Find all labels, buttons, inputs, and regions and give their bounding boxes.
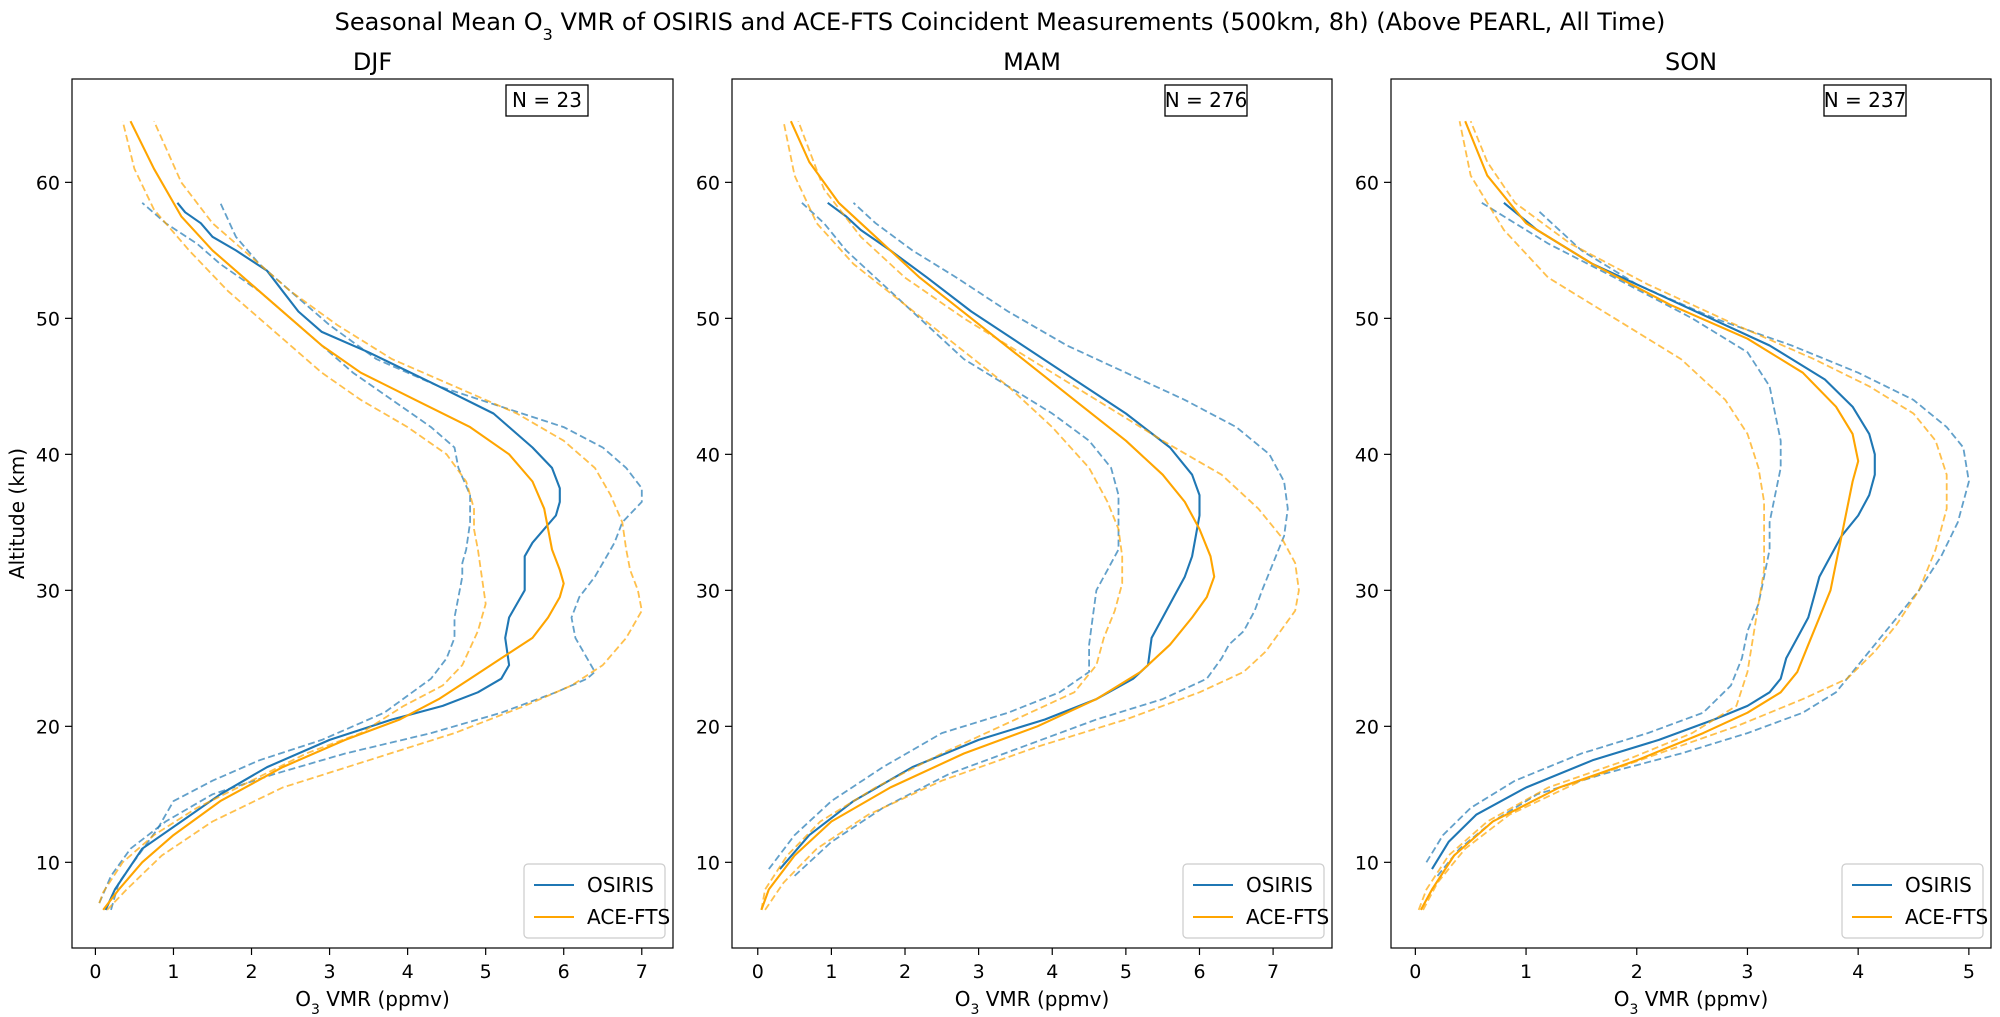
figure-title: Seasonal Mean O3 VMR of OSIRIS and ACE-F…	[335, 8, 1666, 44]
x-tick-label: 3	[973, 961, 985, 983]
x-tick-label: 3	[1741, 961, 1753, 983]
y-tick-label: 50	[36, 308, 60, 330]
x-axis-label-part: O	[955, 987, 971, 1011]
legend-box	[1182, 863, 1325, 939]
panel-mam: 0 1 2 3 4 5 6 7 10 20 30 40 50 60 MAM O3 VMR (ppmv) N = …	[696, 48, 1333, 1017]
series-group	[760, 120, 1300, 911]
sample-count-box	[1823, 84, 1907, 117]
osiris-range-line	[768, 202, 1120, 870]
osiris-mean-line	[779, 201, 1201, 870]
y-tick-label: 50	[1355, 308, 1379, 330]
ace-fts-range-line	[1417, 121, 1765, 911]
y-tick-label: 60	[36, 172, 60, 194]
series-group	[1417, 120, 1970, 911]
y-axis-label: Altitude (km)	[5, 448, 29, 579]
panel-title: DJF	[353, 48, 392, 76]
ace-fts-mean-line	[1419, 120, 1860, 911]
series-group	[98, 120, 643, 911]
x-axis-label-subscript: 3	[1629, 1002, 1638, 1017]
x-tick-label: 4	[402, 961, 414, 983]
axes-frame	[71, 78, 674, 949]
osiris-mean-line	[104, 202, 561, 911]
x-tick-label: 7	[1267, 961, 1279, 983]
x-tick-label: 1	[825, 961, 837, 983]
x-tick-label: 1	[167, 961, 179, 983]
x-tick-label: 5	[480, 961, 492, 983]
osiris-mean-line	[1431, 201, 1876, 870]
y-tick-label: 40	[1355, 444, 1379, 466]
x-tick-label: 0	[752, 961, 764, 983]
y-tick-label: 40	[36, 444, 60, 466]
legend-label: ACE-FTS	[1246, 905, 1329, 929]
osiris-range-line	[1425, 202, 1782, 863]
legend-label: OSIRIS	[587, 873, 654, 897]
legend-label: OSIRIS	[1246, 873, 1313, 897]
x-tick-label: 5	[1120, 961, 1132, 983]
y-tick-label: 20	[1355, 716, 1379, 738]
ace-fts-mean-line	[102, 120, 565, 911]
y-tick-label: 30	[1355, 580, 1379, 602]
ace-fts-range-line	[106, 120, 643, 911]
x-tick-label: 7	[636, 961, 648, 983]
x-axis-label: O3 VMR (ppmv)	[1614, 987, 1769, 1017]
x-tick-label: 0	[89, 961, 101, 983]
x-tick-label: 2	[1631, 961, 1643, 983]
axes-frame	[1390, 78, 1992, 949]
axes-frame	[731, 78, 1333, 949]
x-axis-label-part: O	[1614, 987, 1630, 1011]
panel-djf: 0 1 2 3 4 5 6 7 10 20 30 40 50 60 DJF O3 VMR (ppmv) Alti…	[5, 48, 674, 1017]
x-axis-label: O3 VMR (ppmv)	[295, 987, 450, 1017]
x-tick-label: 2	[899, 961, 911, 983]
panel-title: SON	[1665, 48, 1717, 76]
x-axis-label-part: O	[295, 987, 311, 1011]
x-tick-label: 5	[1963, 961, 1975, 983]
sample-count-box	[1164, 84, 1248, 117]
y-tick-label: 30	[36, 580, 60, 602]
osiris-range-line	[793, 202, 1289, 877]
x-tick-label: 3	[324, 961, 336, 983]
sample-count-label: N = 276	[1165, 88, 1248, 112]
legend-label: ACE-FTS	[587, 905, 670, 929]
ace-fts-range-line	[1422, 120, 1948, 911]
y-tick-label: 50	[696, 308, 720, 330]
y-tick-label: 30	[696, 580, 720, 602]
x-tick-label: 2	[245, 961, 257, 983]
legend-label: OSIRIS	[1905, 873, 1972, 897]
y-tick-label: 10	[36, 852, 60, 874]
osiris-range-line	[98, 202, 643, 904]
legend-box	[1841, 863, 1984, 939]
y-tick-label: 10	[696, 852, 720, 874]
x-tick-label: 0	[1409, 961, 1421, 983]
panel-title: MAM	[1003, 48, 1061, 76]
x-tick-label: 4	[1852, 961, 1864, 983]
y-tick-label: 60	[1355, 172, 1379, 194]
ace-fts-range-line	[760, 121, 1124, 911]
x-tick-label: 1	[1520, 961, 1532, 983]
x-tick-label: 6	[1193, 961, 1205, 983]
ace-fts-mean-line	[760, 120, 1216, 911]
legend-label: ACE-FTS	[1905, 905, 1988, 929]
y-tick-label: 60	[696, 172, 720, 194]
ace-fts-range-line	[764, 120, 1300, 911]
sample-count-label: N = 237	[1824, 88, 1907, 112]
y-tick-label: 10	[1355, 852, 1379, 874]
x-axis-label-subscript: 3	[311, 1002, 320, 1017]
legend-box	[523, 863, 666, 939]
x-tick-label: 4	[1046, 961, 1058, 983]
x-axis-label: O3 VMR (ppmv)	[955, 987, 1110, 1017]
ace-fts-range-line	[98, 120, 487, 904]
x-tick-label: 6	[558, 961, 570, 983]
sample-count-box	[505, 84, 589, 117]
x-axis-label-subscript: 3	[970, 1002, 979, 1017]
x-axis-label-part: VMR (ppmv)	[320, 987, 450, 1011]
y-tick-label: 20	[696, 716, 720, 738]
x-axis-label-part: VMR (ppmv)	[979, 987, 1109, 1011]
y-tick-label: 40	[696, 444, 720, 466]
sample-count-label: N = 23	[512, 88, 582, 112]
x-axis-label-part: VMR (ppmv)	[1638, 987, 1768, 1011]
y-tick-label: 20	[36, 716, 60, 738]
